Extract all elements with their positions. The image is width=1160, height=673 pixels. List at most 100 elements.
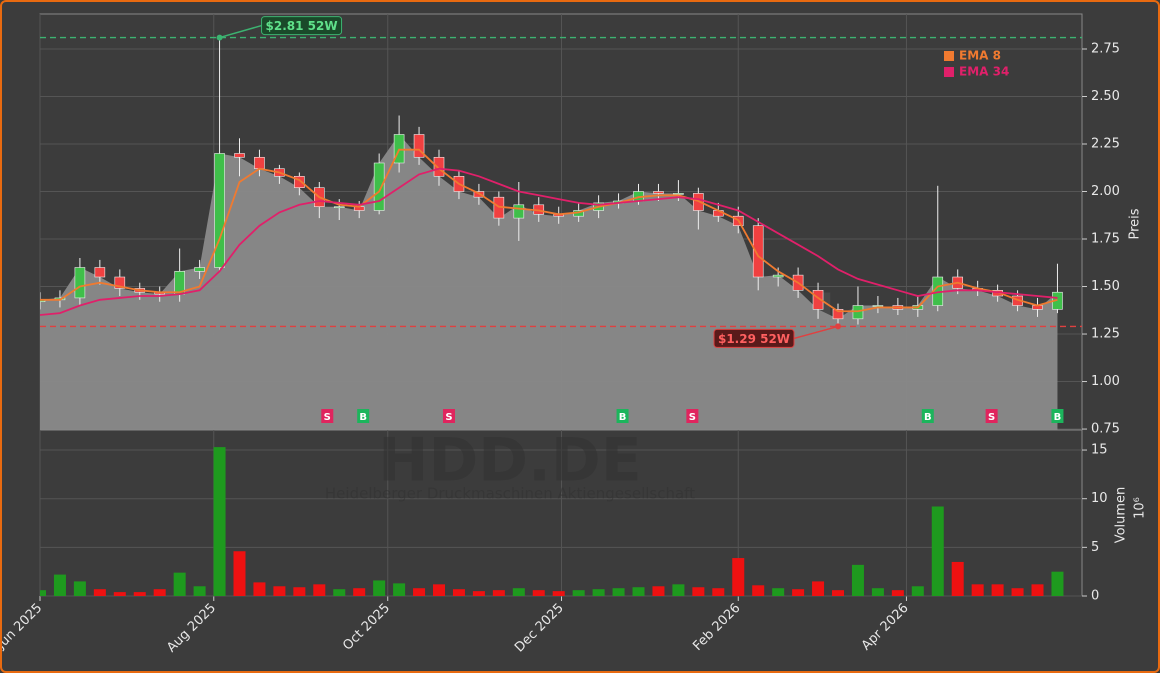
candle-body (74, 267, 86, 299)
ema-line (40, 167, 1058, 316)
signal-marker (616, 409, 629, 423)
volume-bar (712, 588, 725, 596)
legend-label: EMA 8 (959, 49, 1001, 63)
y-tick-label: 1.25 (1091, 327, 1120, 342)
volume-bar (253, 582, 266, 596)
candle-body (513, 204, 525, 219)
annotation-label: $2.81 52W (266, 19, 338, 33)
volume-bar (73, 581, 86, 596)
volume-bar (911, 586, 924, 596)
legend-swatch (944, 51, 954, 61)
candle-body (852, 305, 864, 320)
volume-bar (971, 584, 984, 596)
candle-body (673, 193, 684, 195)
candle-body (234, 153, 245, 158)
volume-bar (233, 551, 246, 596)
volume-bar (891, 590, 904, 596)
candle-body (433, 156, 445, 177)
signal-marker (357, 409, 370, 423)
volume-bar (133, 592, 146, 596)
volume-bar (1031, 584, 1044, 596)
candle-body (832, 309, 844, 320)
ema-line (40, 148, 1058, 313)
volume-bar (931, 506, 944, 596)
volume-bar (353, 588, 366, 596)
candle-body (114, 276, 126, 289)
y-tick-label: 0 (1091, 589, 1099, 604)
volume-bar (393, 583, 406, 596)
annotation-point (835, 323, 842, 330)
candle-body (653, 191, 664, 194)
volume-bar (193, 586, 206, 596)
volume-bar (612, 588, 625, 596)
x-tick-label: Apr 2026 (859, 601, 912, 654)
x-tick-label: Dec 2025 (512, 601, 567, 656)
volume-bar (40, 590, 46, 596)
legend-swatch (944, 67, 954, 77)
candle-body (294, 175, 305, 188)
y-tick-label: 1.50 (1091, 279, 1120, 294)
volume-bar (213, 447, 226, 596)
y-tick-label: 2.25 (1091, 136, 1120, 151)
signal-label: S (324, 412, 331, 423)
candle-body (752, 225, 764, 278)
volume-bar (53, 574, 66, 596)
x-tick-label: Aug 2025 (164, 601, 219, 656)
x-tick-label: Oct 2025 (340, 601, 393, 654)
signal-marker (921, 409, 934, 423)
x-tick-label: Jun 2025 (2, 601, 45, 653)
volume-bar (373, 580, 386, 596)
candle-body (872, 305, 884, 307)
volume-bar (492, 590, 505, 596)
volume-bar (672, 584, 685, 596)
volume-bar (153, 589, 166, 596)
volume-bar (592, 589, 605, 596)
volume-bar (832, 590, 845, 596)
y-axis-label: Preis (1128, 208, 1143, 239)
signal-label: S (988, 412, 995, 423)
volume-bar (991, 584, 1004, 596)
volume-bar (951, 561, 964, 596)
volume-bar (413, 588, 426, 596)
y-tick-label: 2.75 (1091, 41, 1120, 56)
candle-body (812, 290, 824, 310)
candle-body (772, 274, 784, 278)
x-tick-label: Feb 2026 (690, 601, 743, 654)
volume-bar (452, 589, 465, 596)
y-tick-label: 2.00 (1091, 184, 1120, 199)
volume-bar (512, 588, 525, 596)
signal-marker (321, 409, 334, 423)
candle-body (214, 153, 225, 268)
volume-bar (812, 581, 825, 596)
signal-marker (686, 409, 699, 423)
volume-bar (433, 584, 446, 596)
signal-label: B (924, 412, 932, 423)
signal-label: B (359, 412, 367, 423)
volume-bar (532, 590, 545, 596)
legend-label: EMA 34 (959, 65, 1009, 79)
volume-bar (851, 564, 864, 596)
plot (40, 36, 1082, 596)
candle-body (40, 299, 46, 303)
annotation-arrow (219, 24, 262, 39)
candle-body (413, 134, 425, 158)
y-tick-label: 1.00 (1091, 374, 1120, 389)
signal-marker (985, 409, 998, 423)
candle-body (393, 134, 405, 164)
signal-marker (1051, 409, 1064, 423)
volume-bar (632, 587, 645, 596)
y-tick-label: 15 (1091, 443, 1108, 458)
volume-bar (572, 590, 585, 596)
volume-bar (772, 588, 785, 596)
annotation-box (261, 16, 343, 36)
signal-marker (442, 409, 455, 423)
volume-bar (792, 589, 805, 596)
volume-bar (1051, 571, 1064, 596)
candle-body (373, 162, 385, 211)
volume-bar (293, 587, 306, 596)
title: HDD.DE (378, 426, 641, 496)
volume-bar (273, 586, 286, 596)
volume-bar (472, 591, 485, 596)
volume-bar (173, 572, 186, 596)
